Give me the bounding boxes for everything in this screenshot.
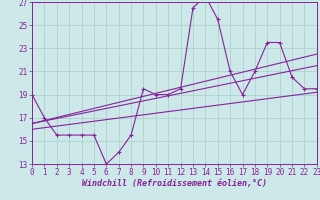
X-axis label: Windchill (Refroidissement éolien,°C): Windchill (Refroidissement éolien,°C) — [82, 179, 267, 188]
